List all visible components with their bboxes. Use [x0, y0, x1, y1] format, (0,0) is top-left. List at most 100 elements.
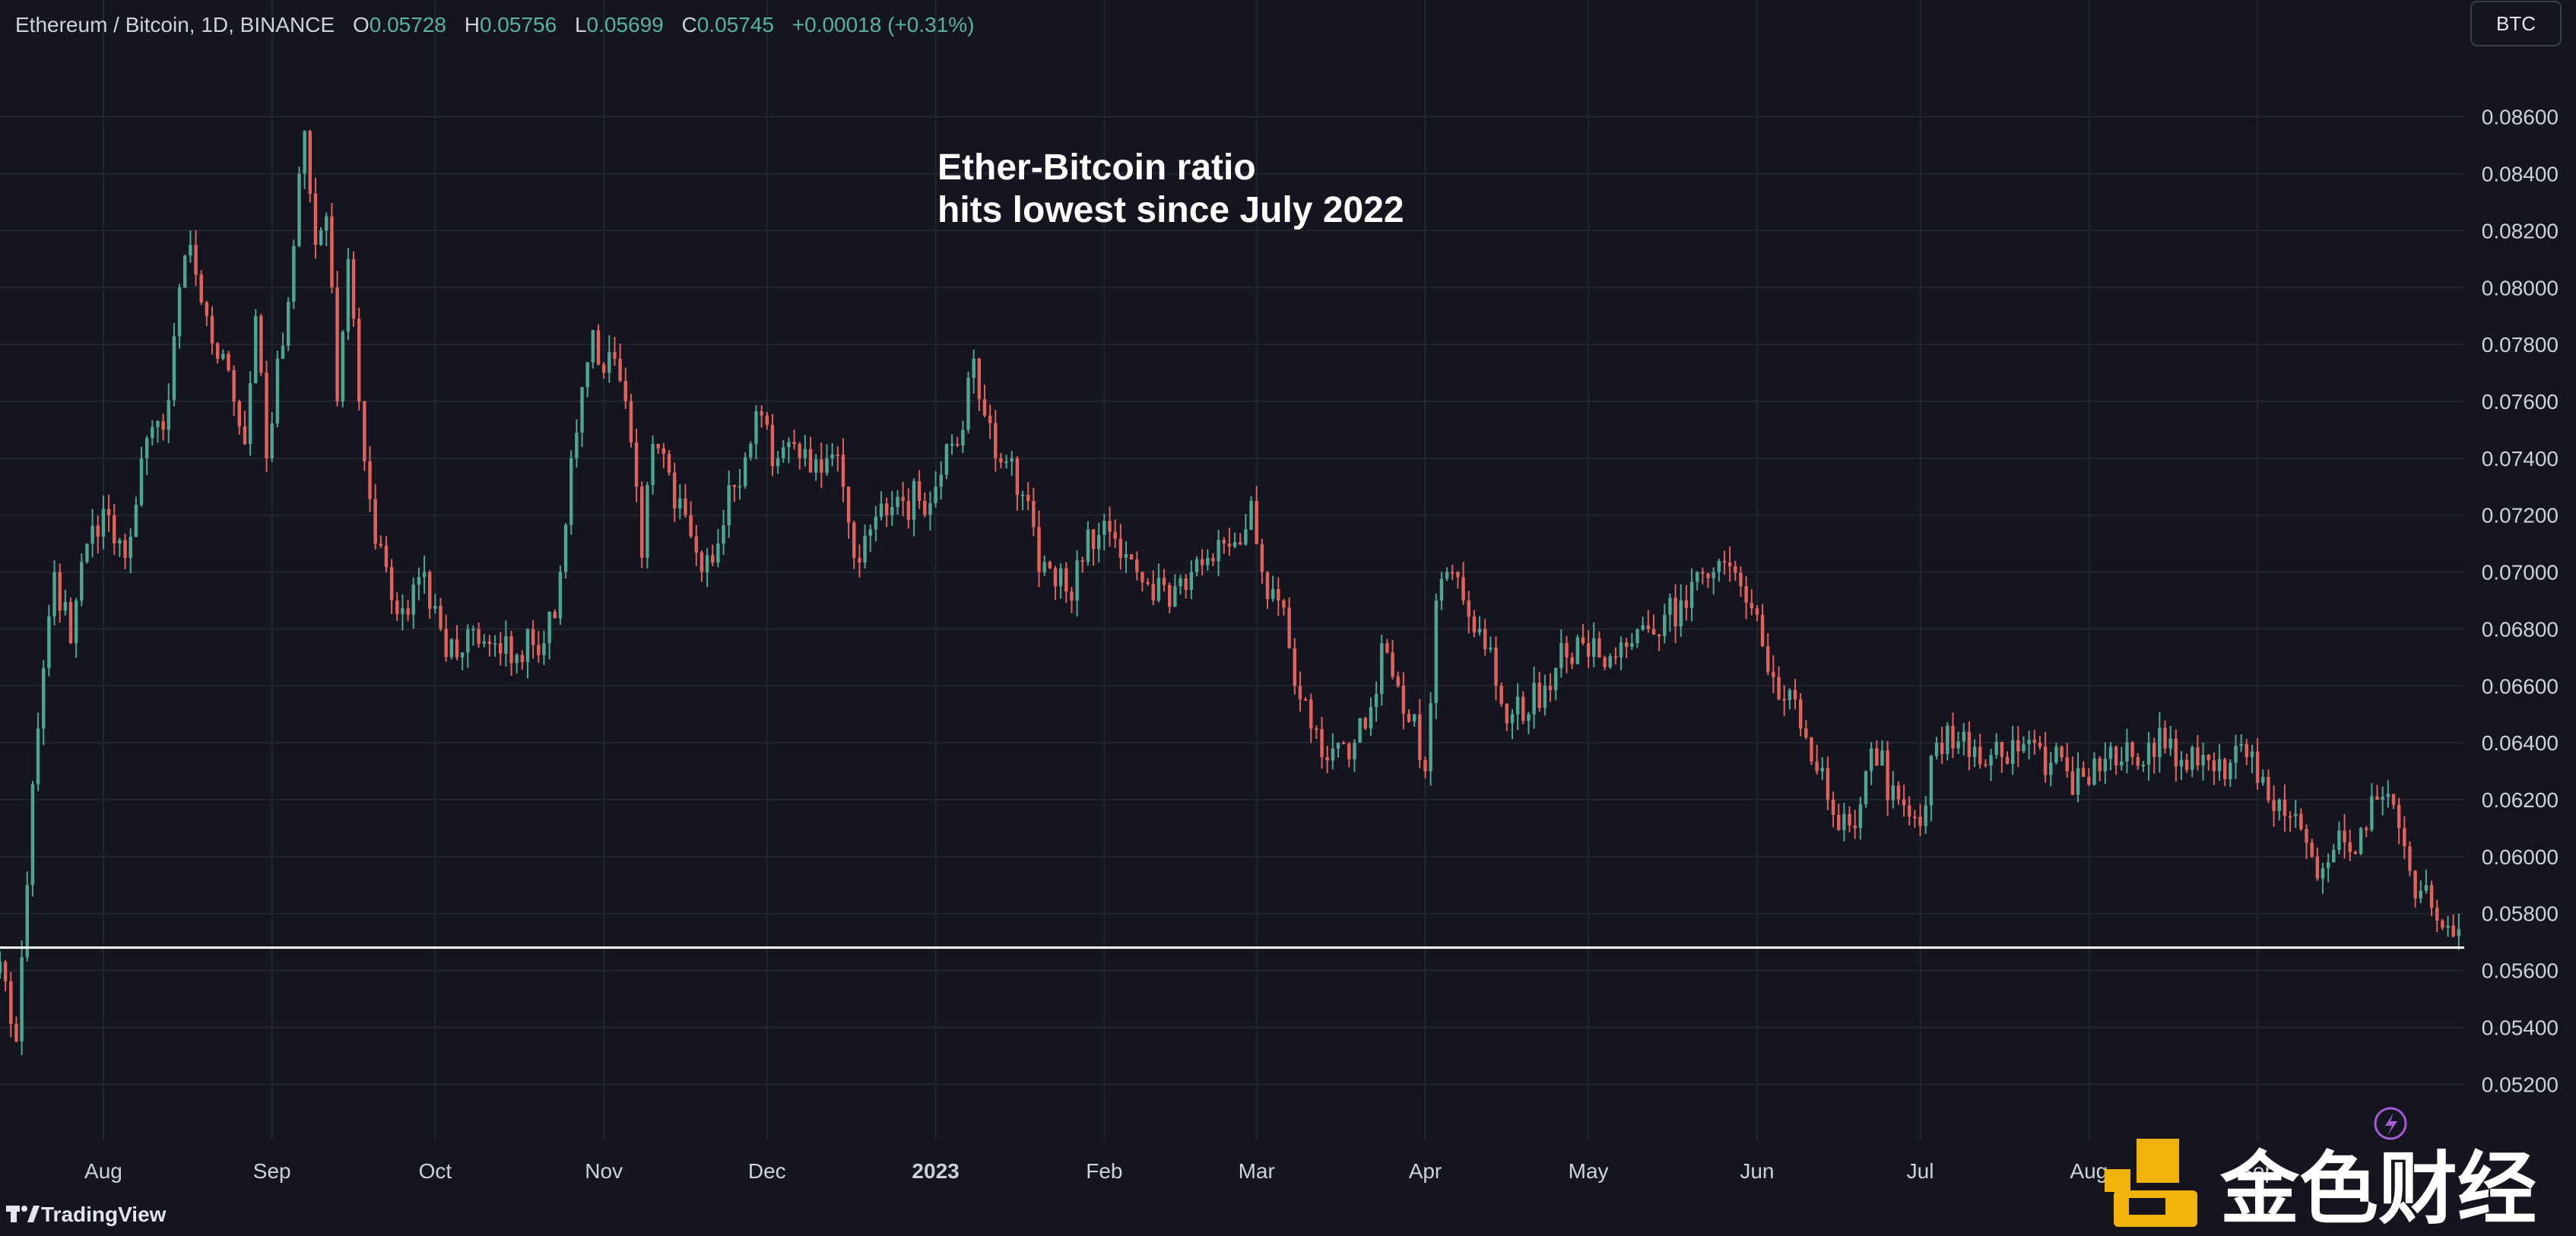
- candle-body: [1255, 500, 1258, 544]
- candle: [1559, 629, 1563, 678]
- candle: [667, 450, 671, 476]
- candle-body: [189, 245, 192, 256]
- candle-body: [1451, 572, 1455, 574]
- candle: [270, 412, 274, 462]
- candle-body: [656, 444, 660, 448]
- candle: [139, 446, 144, 507]
- candle-body: [183, 255, 187, 288]
- candle: [3, 959, 8, 992]
- price-tick-label: 0.07200: [2482, 504, 2559, 528]
- candle: [2065, 743, 2069, 778]
- candle-body: [2337, 830, 2341, 851]
- candle-body: [1684, 601, 1689, 608]
- candle: [1684, 585, 1689, 621]
- candle-body: [1946, 725, 1949, 754]
- candle-body: [808, 448, 813, 473]
- currency-button[interactable]: BTC: [2470, 1, 2562, 46]
- candle: [1113, 519, 1117, 548]
- candle-body: [1194, 559, 1199, 572]
- candle: [25, 871, 29, 962]
- tradingview-logo[interactable]: TradingView: [6, 1203, 167, 1226]
- candle: [1793, 679, 1797, 710]
- candle-body: [661, 448, 666, 455]
- candle: [1760, 604, 1765, 648]
- candle-body: [2049, 762, 2053, 775]
- candle: [2348, 829, 2352, 861]
- candle: [1978, 734, 1982, 769]
- candle: [1211, 553, 1215, 566]
- candle: [955, 436, 960, 448]
- candle-body: [1635, 629, 1639, 644]
- candle-body: [2168, 738, 2172, 749]
- candle: [1108, 506, 1112, 547]
- candle-body: [1918, 816, 1922, 826]
- candle: [1744, 576, 1748, 620]
- candle: [1445, 567, 1449, 582]
- candle: [444, 614, 448, 662]
- candle: [1782, 685, 1786, 717]
- candle: [2441, 918, 2444, 930]
- candle: [2255, 737, 2260, 790]
- candle-body: [1624, 642, 1629, 647]
- candle-body: [722, 525, 725, 544]
- candle-body: [2098, 758, 2102, 772]
- candle-body: [20, 957, 24, 1042]
- candle: [2163, 720, 2167, 754]
- candle-body: [618, 358, 622, 382]
- candle: [1798, 692, 1803, 737]
- candle: [2120, 746, 2124, 771]
- price-tick-label: 0.06400: [2482, 731, 2559, 755]
- candle: [1858, 797, 1863, 840]
- candle: [1135, 551, 1139, 581]
- candle-body: [0, 962, 2, 974]
- time-axis[interactable]: Aug Sep Oct Nov Dec 2023 Feb Mar Apr May Jun Jul Aug…: [84, 1159, 2276, 1183]
- candle-body: [782, 447, 785, 458]
- candle: [722, 509, 725, 556]
- candle-body: [689, 515, 693, 537]
- candle-body: [509, 636, 513, 664]
- candle-body: [487, 641, 492, 645]
- candle: [2326, 853, 2330, 883]
- candle-body: [1532, 683, 1536, 715]
- candle-body: [2120, 761, 2124, 766]
- candle: [52, 560, 56, 626]
- candle-body: [1374, 694, 1378, 708]
- candle: [439, 597, 443, 632]
- candle: [1505, 702, 1509, 731]
- candle: [2315, 848, 2320, 881]
- candle: [1613, 647, 1618, 665]
- candle-body: [1559, 642, 1563, 668]
- candle-body: [1978, 746, 1982, 765]
- candle-body: [406, 608, 410, 615]
- candle-body: [623, 381, 627, 401]
- price-axis[interactable]: 0.08600 0.08400 0.08200 0.08000 0.07800 0.076…: [2482, 106, 2559, 1097]
- candle-body: [1239, 542, 1242, 545]
- candle-body: [2217, 759, 2222, 772]
- candle-body: [433, 606, 437, 609]
- candle-body: [896, 496, 899, 508]
- candle: [205, 300, 209, 326]
- candle: [1902, 784, 1906, 817]
- candle-body: [504, 636, 508, 654]
- candle-body: [2413, 870, 2417, 898]
- lightning-icon[interactable]: [2374, 1107, 2407, 1140]
- candle: [1249, 496, 1253, 531]
- candle: [2381, 786, 2384, 816]
- candle: [2005, 751, 2010, 765]
- candle: [2305, 824, 2308, 860]
- chart-annotation-line-2: hits lowest since July 2022: [937, 190, 1404, 230]
- candle-body: [1668, 597, 1672, 615]
- candle-body: [934, 486, 937, 503]
- candle: [167, 383, 171, 444]
- candle-body: [3, 962, 8, 982]
- candle-body: [1026, 494, 1030, 501]
- symbol-label[interactable]: Ethereum / Bitcoin, 1D, BINANCE: [15, 13, 335, 36]
- candle: [493, 635, 497, 658]
- candle: [1179, 574, 1182, 595]
- candle-body: [1956, 741, 1960, 749]
- candle-body: [303, 131, 306, 174]
- candle-body: [1222, 540, 1226, 544]
- candle-body: [608, 352, 611, 373]
- time-tick-label: Apr: [1409, 1159, 1442, 1183]
